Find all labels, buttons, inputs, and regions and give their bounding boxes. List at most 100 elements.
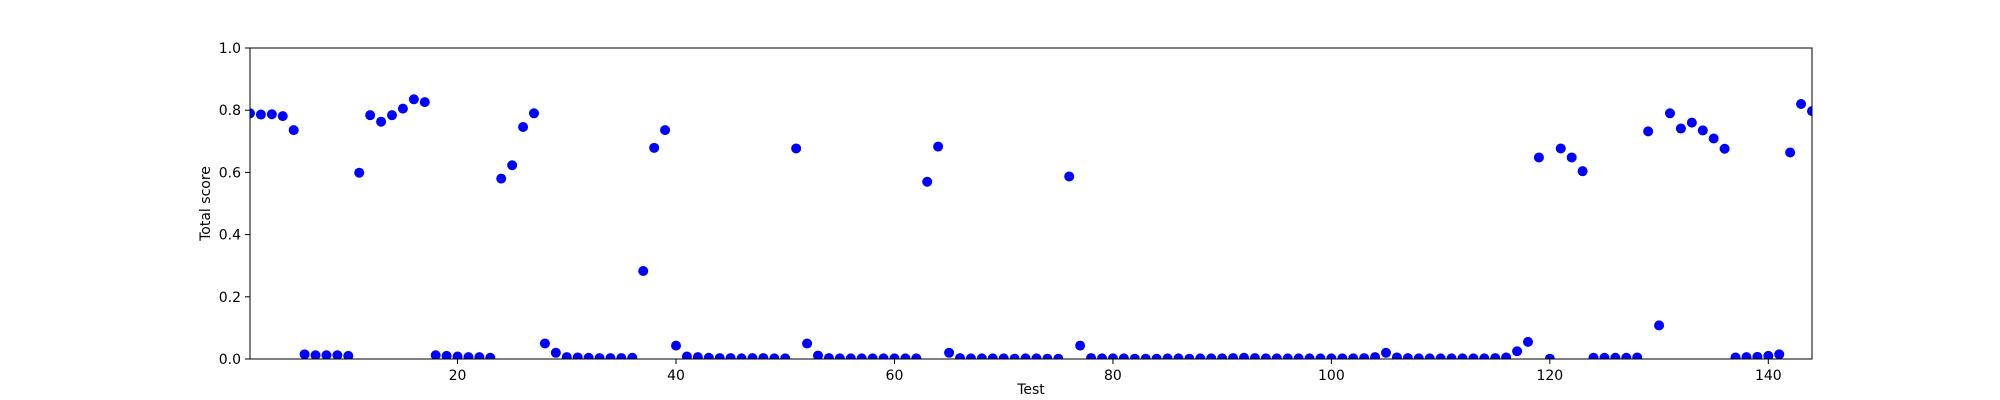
data-point	[1217, 353, 1228, 359]
x-tick-label: 100	[1318, 368, 1345, 384]
data-point	[780, 353, 791, 359]
data-point	[1796, 98, 1807, 109]
data-point	[583, 352, 594, 359]
data-point	[1785, 147, 1796, 158]
y-tick-label: 1.0	[219, 41, 241, 57]
data-point	[1523, 336, 1533, 347]
data-point	[1042, 353, 1053, 359]
data-point	[1654, 320, 1665, 331]
data-point	[1697, 125, 1708, 136]
data-point	[911, 353, 922, 359]
data-point	[485, 352, 496, 359]
data-point	[387, 110, 397, 121]
y-tick-label: 0.2	[219, 290, 241, 306]
data-point	[1686, 117, 1697, 128]
data-point	[681, 351, 692, 359]
data-point	[845, 353, 856, 359]
data-point	[1675, 123, 1686, 134]
data-point	[1348, 353, 1359, 359]
data-point	[1435, 353, 1446, 359]
data-point	[561, 352, 572, 359]
data-point	[1173, 353, 1184, 359]
data-point	[627, 352, 638, 359]
data-point	[1239, 352, 1249, 359]
data-point	[496, 173, 507, 184]
data-point	[660, 125, 671, 136]
data-point	[900, 353, 911, 359]
data-point	[856, 353, 867, 359]
data-point	[1446, 353, 1457, 359]
data-point	[1741, 352, 1752, 359]
x-tick-label: 140	[1755, 368, 1782, 384]
data-point	[452, 351, 463, 359]
data-point	[572, 352, 583, 359]
data-point	[747, 353, 758, 359]
data-point	[1457, 353, 1468, 359]
data-point	[255, 109, 266, 120]
data-point	[419, 97, 430, 108]
data-point	[823, 353, 834, 359]
y-axis-label: Total score	[198, 166, 214, 242]
data-point	[1271, 353, 1282, 359]
data-point	[518, 121, 529, 132]
x-tick-label: 60	[886, 368, 904, 384]
data-point	[1184, 353, 1195, 359]
data-point	[441, 350, 452, 359]
data-point	[714, 353, 725, 359]
data-point	[332, 350, 343, 359]
data-point	[1381, 347, 1391, 358]
data-point	[736, 353, 747, 359]
data-point	[1643, 126, 1654, 137]
data-point	[1151, 353, 1162, 359]
data-point	[1577, 166, 1588, 177]
data-point	[463, 352, 474, 359]
data-point	[1293, 353, 1304, 359]
data-point	[605, 353, 616, 359]
data-point	[933, 141, 944, 152]
data-point	[834, 353, 845, 359]
x-tick-label: 40	[667, 368, 685, 384]
data-point	[703, 352, 714, 359]
data-point	[1752, 351, 1763, 359]
data-point	[1020, 353, 1031, 359]
data-point	[430, 350, 441, 359]
data-point	[539, 338, 550, 349]
data-point	[321, 350, 332, 359]
data-point	[1774, 349, 1785, 359]
data-point	[758, 353, 769, 359]
y-tick-label: 0.4	[219, 228, 241, 244]
data-point	[1118, 353, 1129, 359]
data-point	[725, 353, 736, 359]
data-point	[671, 340, 681, 351]
x-axis-label: Test	[1016, 382, 1045, 398]
data-point	[1610, 352, 1621, 359]
data-point	[802, 338, 813, 349]
data-point	[1249, 353, 1260, 359]
data-point	[1097, 353, 1107, 359]
data-point	[1359, 353, 1370, 359]
data-point	[1370, 352, 1381, 359]
data-point	[955, 353, 965, 359]
data-point	[1763, 350, 1774, 359]
data-point	[878, 353, 889, 359]
data-point	[1129, 353, 1140, 359]
data-point	[692, 352, 703, 359]
data-point	[944, 347, 955, 358]
data-point	[299, 349, 310, 359]
data-point	[474, 352, 485, 359]
data-point	[867, 353, 878, 359]
data-point	[266, 109, 277, 120]
data-point	[507, 160, 518, 171]
data-point	[1665, 108, 1675, 119]
data-point	[922, 176, 933, 187]
data-point	[1075, 340, 1086, 351]
data-point	[889, 353, 900, 359]
data-point	[250, 108, 255, 119]
data-point	[1053, 353, 1064, 359]
data-point	[791, 143, 802, 154]
data-point	[408, 94, 419, 105]
data-point	[376, 116, 387, 127]
data-point	[1588, 352, 1599, 359]
